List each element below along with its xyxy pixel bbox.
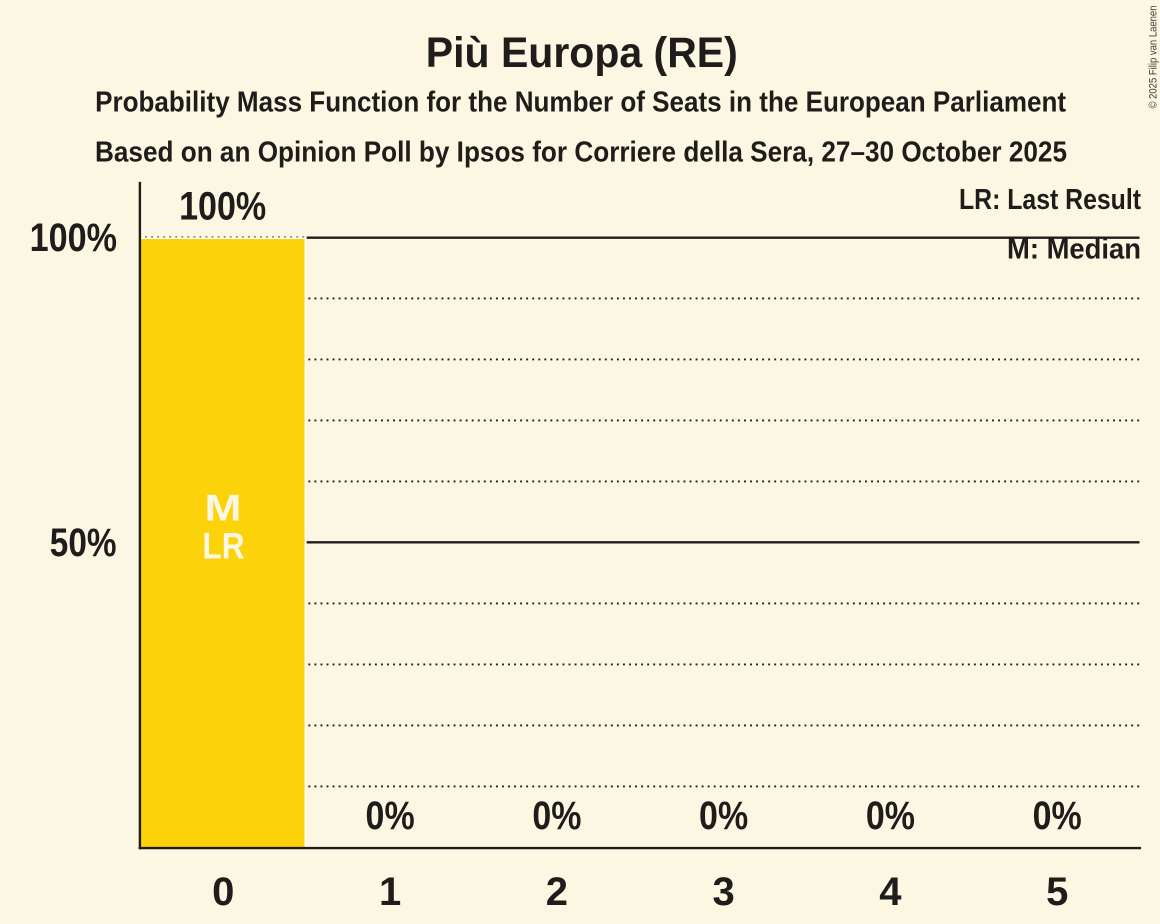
svg-text:100%: 100% xyxy=(179,185,266,229)
svg-text:Probability Mass Function for: Probability Mass Function for the Number… xyxy=(95,87,1066,119)
svg-text:LR: Last Result: LR: Last Result xyxy=(959,184,1141,216)
svg-text:5: 5 xyxy=(1046,870,1068,914)
svg-text:1: 1 xyxy=(379,870,401,914)
svg-text:M: Median: M: Median xyxy=(1007,234,1141,266)
svg-text:LR: LR xyxy=(202,526,244,567)
svg-text:0%: 0% xyxy=(366,794,415,838)
svg-text:0%: 0% xyxy=(866,794,915,838)
svg-text:0%: 0% xyxy=(532,794,581,838)
svg-text:0: 0 xyxy=(212,870,234,914)
svg-text:Based on an Opinion Poll by Ip: Based on an Opinion Poll by Ipsos for Co… xyxy=(95,137,1067,169)
svg-text:M: M xyxy=(205,487,242,529)
svg-text:2: 2 xyxy=(546,870,568,914)
svg-text:0%: 0% xyxy=(699,794,748,838)
svg-text:4: 4 xyxy=(879,870,902,914)
svg-text:0%: 0% xyxy=(1033,794,1082,838)
svg-text:© 2025 Filip van Laenen: © 2025 Filip van Laenen xyxy=(1148,6,1160,109)
svg-text:Più Europa (RE): Più Europa (RE) xyxy=(426,29,738,77)
svg-text:3: 3 xyxy=(712,870,734,914)
svg-text:100%: 100% xyxy=(30,216,117,260)
svg-text:50%: 50% xyxy=(50,521,117,565)
